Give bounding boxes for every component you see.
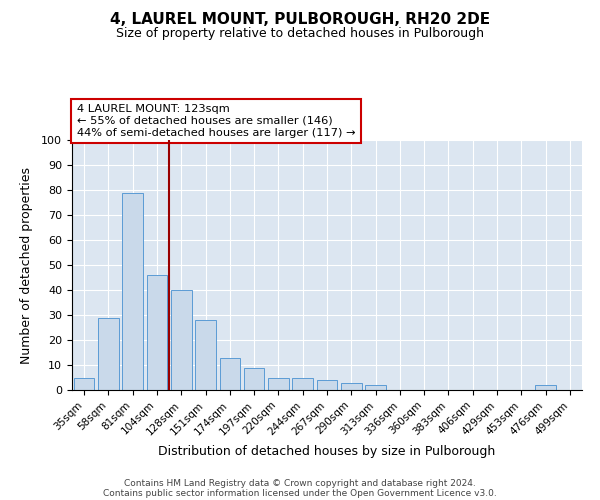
Bar [195, 320, 216, 390]
Bar [341, 382, 362, 390]
Bar [122, 192, 143, 390]
Text: 4, LAUREL MOUNT, PULBOROUGH, RH20 2DE: 4, LAUREL MOUNT, PULBOROUGH, RH20 2DE [110, 12, 490, 28]
Bar [74, 378, 94, 390]
Text: Contains HM Land Registry data © Crown copyright and database right 2024.: Contains HM Land Registry data © Crown c… [124, 478, 476, 488]
Bar [98, 318, 119, 390]
Bar [365, 385, 386, 390]
Y-axis label: Number of detached properties: Number of detached properties [20, 166, 33, 364]
Bar [292, 378, 313, 390]
Bar [317, 380, 337, 390]
Bar [146, 275, 167, 390]
Text: 4 LAUREL MOUNT: 123sqm
← 55% of detached houses are smaller (146)
44% of semi-de: 4 LAUREL MOUNT: 123sqm ← 55% of detached… [77, 104, 356, 138]
Text: Size of property relative to detached houses in Pulborough: Size of property relative to detached ho… [116, 28, 484, 40]
Bar [220, 358, 240, 390]
X-axis label: Distribution of detached houses by size in Pulborough: Distribution of detached houses by size … [158, 445, 496, 458]
Bar [171, 290, 191, 390]
Bar [268, 378, 289, 390]
Text: Contains public sector information licensed under the Open Government Licence v3: Contains public sector information licen… [103, 488, 497, 498]
Bar [244, 368, 265, 390]
Bar [535, 385, 556, 390]
